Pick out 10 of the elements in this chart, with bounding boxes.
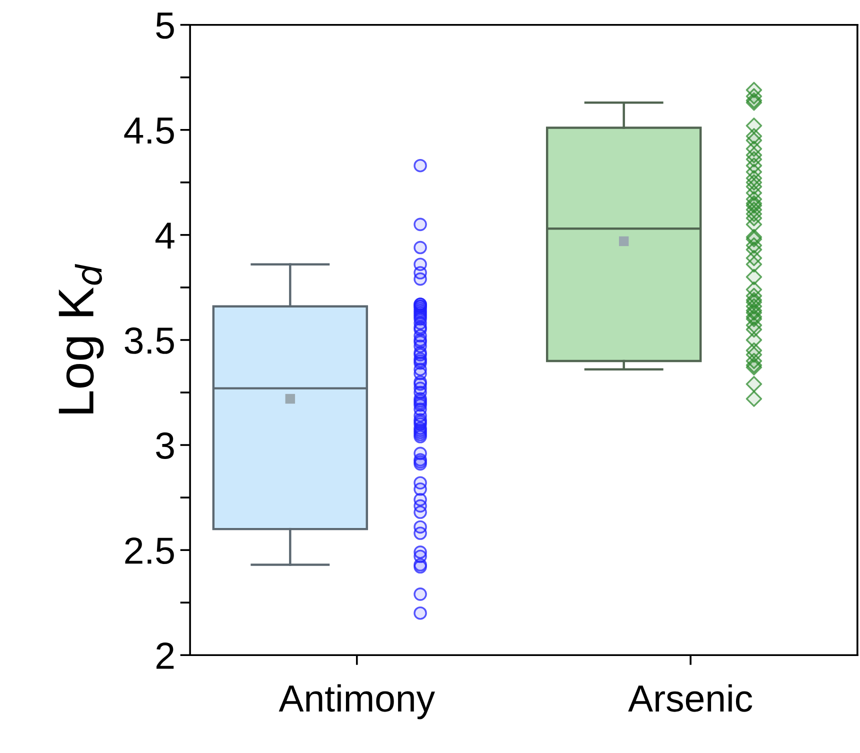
x-tick-label: Antimony [278,684,435,720]
y-tick-label: 4.5 [124,118,174,144]
y-tick-label: 2 [156,642,174,669]
y-tick-label: 3.5 [124,327,174,354]
y-tick-label: 5 [156,12,174,39]
y-tick-label: 2.5 [125,537,174,564]
x-tick-label: Arsenic [628,684,752,712]
y-tick-label: 3 [156,432,174,459]
y-tick-label: 4 [155,222,174,249]
y-axis-title: Log K$_{d}$ [58,264,104,414]
